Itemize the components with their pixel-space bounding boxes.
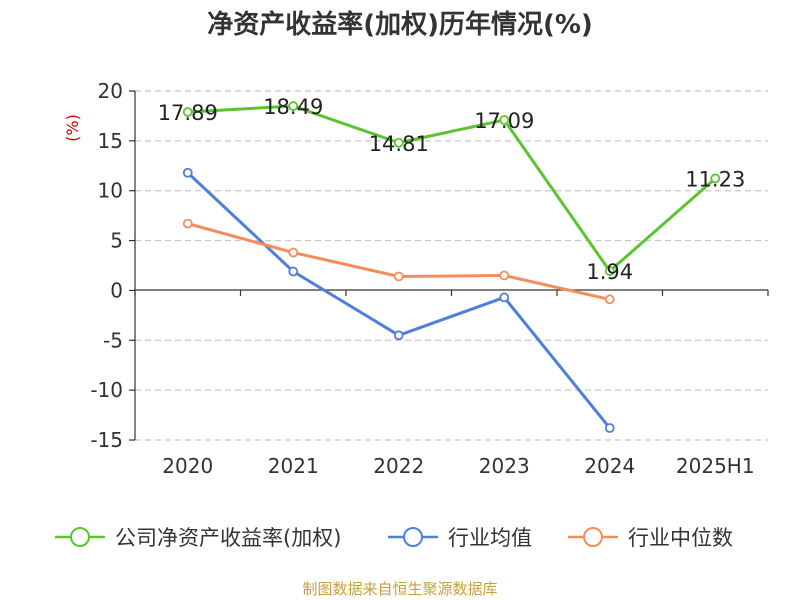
data-label: 18.49 (263, 95, 323, 119)
y-tick-label: 20 (98, 79, 123, 103)
data-point (393, 137, 404, 148)
legend-label: 行业中位数 (628, 526, 733, 550)
data-point (604, 266, 615, 276)
y-tick-label: -15 (90, 428, 123, 452)
data-point (499, 270, 510, 281)
y-tick-label: -10 (90, 378, 123, 402)
data-point (710, 173, 721, 184)
data-point (499, 292, 510, 303)
data-point (182, 218, 193, 229)
legend-marker (403, 527, 423, 547)
legend-label: 行业均值 (448, 526, 532, 550)
legend-marker (70, 527, 90, 547)
x-tick-label: 2024 (584, 454, 635, 478)
y-tick-label: 0 (110, 278, 123, 302)
data-point (288, 247, 299, 258)
x-tick-label: 2020 (162, 454, 213, 478)
x-tick-labels: 2020 2021 2022 2023 2024 2025H1 (162, 454, 754, 478)
series-group (182, 101, 721, 433)
data-point (288, 101, 299, 111)
x-tick-label: 2022 (373, 454, 424, 478)
data-point (604, 294, 615, 305)
y-tick-label: 5 (110, 229, 123, 253)
data-point (393, 271, 404, 282)
legend: 公司净资产收益率(加权) 行业均值 行业中位数 (55, 526, 733, 550)
data-point (604, 423, 615, 433)
grid-lines (135, 90, 768, 441)
y-tick-label: 15 (98, 129, 123, 153)
data-point (288, 266, 299, 277)
legend-label: 公司净资产收益率(加权) (115, 526, 341, 550)
data-point (182, 107, 193, 117)
data-point (393, 330, 404, 341)
data-label: 14.81 (369, 132, 429, 156)
source-note: 制图数据来自恒生聚源数据库 (302, 580, 497, 598)
y-tick-label: 10 (98, 179, 123, 203)
legend-marker (583, 527, 603, 547)
data-point (499, 115, 510, 125)
data-point (182, 167, 193, 178)
y-tick-labels: 20 15 10 5 0 -5 -10 -15 (90, 79, 123, 452)
y-tick-label: -5 (103, 328, 123, 352)
series-line (187, 104, 717, 273)
data-labels: 17.89 18.49 14.81 17.09 1.94 11.23 (158, 95, 746, 284)
x-tick-label: 2023 (479, 454, 530, 478)
data-label: 1.94 (586, 260, 633, 284)
data-label: 17.89 (158, 101, 218, 125)
y-axis-label: (%) (63, 114, 82, 142)
x-tick-label: 2021 (268, 454, 319, 478)
axes (129, 90, 769, 441)
data-label: 17.09 (474, 109, 534, 133)
chart-title: 净资产收益率(加权)历年情况(%) (207, 9, 593, 40)
series-line (187, 222, 611, 301)
data-label: 11.23 (685, 167, 745, 191)
x-tick-label: 2025H1 (676, 454, 755, 478)
